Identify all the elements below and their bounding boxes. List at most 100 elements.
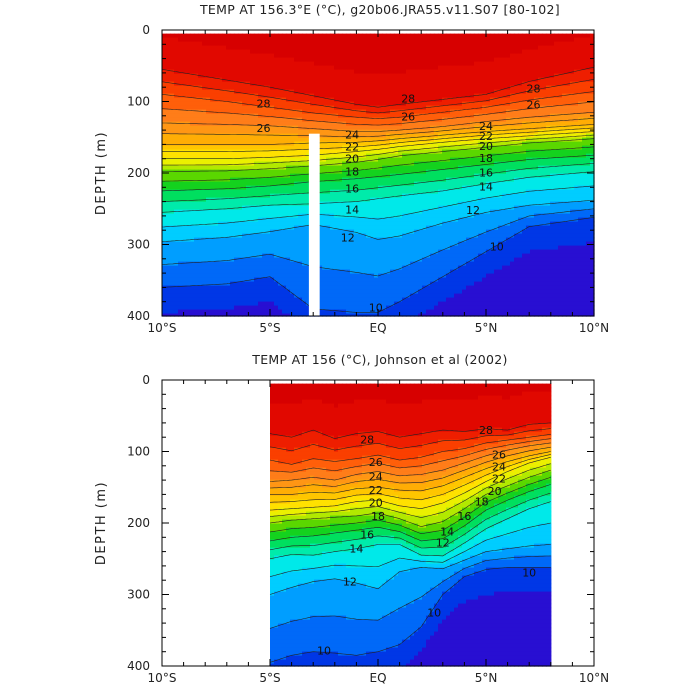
- contour-fill-cell: [578, 93, 583, 99]
- contour-fill-cell: [246, 177, 251, 183]
- contour-fill-cell: [486, 125, 491, 131]
- contour-fill-cell: [410, 145, 415, 151]
- contour-fill-cell: [346, 49, 351, 55]
- contour-fill-cell: [426, 97, 431, 103]
- contour-fill-cell: [406, 45, 411, 51]
- contour-fill-cell: [170, 89, 175, 95]
- contour-fill-cell: [222, 205, 227, 211]
- contour-fill-cell: [466, 165, 471, 171]
- contour-fill-cell: [398, 113, 403, 119]
- contour-fill-cell: [462, 77, 467, 83]
- contour-fill-cell: [406, 213, 411, 219]
- contour-fill-cell: [414, 121, 419, 127]
- contour-fill-cell: [522, 201, 527, 207]
- contour-fill-cell: [402, 161, 407, 167]
- contour-fill-cell: [394, 137, 399, 143]
- contour-fill-cell: [498, 197, 503, 203]
- contour-fill-cell: [530, 213, 535, 219]
- contour-fill-cell: [486, 165, 491, 171]
- contour-fill-cell: [386, 197, 391, 203]
- contour-fill-cell: [178, 97, 183, 103]
- contour-fill-cell: [366, 209, 371, 215]
- contour-fill-cell: [490, 213, 495, 219]
- contour-fill-cell: [574, 61, 579, 67]
- contour-fill-cell: [466, 81, 471, 87]
- contour-fill-cell: [474, 73, 479, 79]
- contour-fill-cell: [386, 105, 391, 111]
- contour-fill-cell: [466, 125, 471, 131]
- contour-fill-cell: [550, 141, 555, 147]
- contour-fill-cell: [550, 81, 555, 87]
- contour-fill-cell: [218, 133, 223, 139]
- contour-fill-cell: [534, 97, 539, 103]
- contour-fill-cell: [562, 157, 567, 163]
- contour-fill-cell: [186, 157, 191, 163]
- contour-fill-cell: [518, 129, 523, 135]
- contour-fill-cell: [538, 45, 543, 51]
- contour-fill-cell: [278, 117, 283, 123]
- contour-fill-cell: [246, 133, 251, 139]
- contour-fill-cell: [486, 137, 491, 143]
- contour-fill-cell: [502, 57, 507, 63]
- contour-fill-cell: [442, 169, 447, 175]
- contour-fill-cell: [582, 181, 587, 187]
- contour-fill-cell: [298, 117, 303, 123]
- contour-fill-cell: [566, 201, 571, 207]
- contour-fill-cell: [486, 97, 491, 103]
- contour-fill-cell: [494, 37, 499, 43]
- contour-fill-cell: [518, 145, 523, 151]
- contour-fill-cell: [402, 53, 407, 59]
- contour-fill-cell: [410, 85, 415, 91]
- contour-fill-cell: [382, 77, 387, 83]
- contour-fill-cell: [278, 145, 283, 151]
- contour-fill-cell: [446, 149, 451, 155]
- contour-fill-cell: [262, 109, 267, 115]
- contour-fill-cell: [342, 117, 347, 123]
- contour-fill-cell: [374, 53, 379, 59]
- contour-fill-cell: [442, 193, 447, 199]
- contour-fill-cell: [302, 205, 307, 211]
- contour-fill-cell: [258, 121, 263, 127]
- contour-fill-cell: [538, 113, 543, 119]
- contour-fill-cell: [322, 117, 327, 123]
- contour-fill-cell: [362, 81, 367, 87]
- contour-fill-cell: [346, 213, 351, 219]
- contour-fill-cell: [522, 205, 527, 211]
- contour-fill-cell: [322, 145, 327, 151]
- contour-fill-cell: [414, 169, 419, 175]
- contour-fill-cell: [210, 173, 215, 179]
- contour-fill-cell: [410, 125, 415, 131]
- contour-fill-cell: [202, 49, 207, 55]
- contour-fill-cell: [518, 85, 523, 91]
- contour-fill-cell: [570, 181, 575, 187]
- contour-fill-cell: [186, 201, 191, 207]
- contour-fill-cell: [210, 93, 215, 99]
- contour-fill-cell: [386, 209, 391, 215]
- contour-fill-cell: [286, 41, 291, 47]
- contour-fill-cell: [186, 113, 191, 119]
- contour-fill-cell: [222, 121, 227, 127]
- contour-fill-cell: [534, 53, 539, 59]
- contour-fill-cell: [526, 181, 531, 187]
- contour-fill-cell: [466, 201, 471, 207]
- contour-fill-cell: [474, 205, 479, 211]
- contour-fill-cell: [466, 145, 471, 151]
- contour-fill-cell: [210, 117, 215, 123]
- contour-fill-cell: [426, 169, 431, 175]
- contour-fill-cell: [210, 153, 215, 159]
- contour-fill-cell: [390, 49, 395, 55]
- contour-fill-cell: [302, 161, 307, 167]
- contour-fill-cell: [414, 81, 419, 87]
- contour-fill-cell: [402, 189, 407, 195]
- contour-fill-cell: [270, 161, 275, 167]
- contour-fill-cell: [482, 145, 487, 151]
- contour-fill-cell: [210, 81, 215, 87]
- contour-fill-cell: [174, 193, 179, 199]
- contour-fill-cell: [490, 65, 495, 71]
- contour-fill-cell: [214, 49, 219, 55]
- contour-fill-cell: [426, 177, 431, 183]
- contour-fill-cell: [462, 133, 467, 139]
- contour-fill-cell: [374, 149, 379, 155]
- contour-fill-cell: [266, 149, 271, 155]
- contour-fill-cell: [514, 117, 519, 123]
